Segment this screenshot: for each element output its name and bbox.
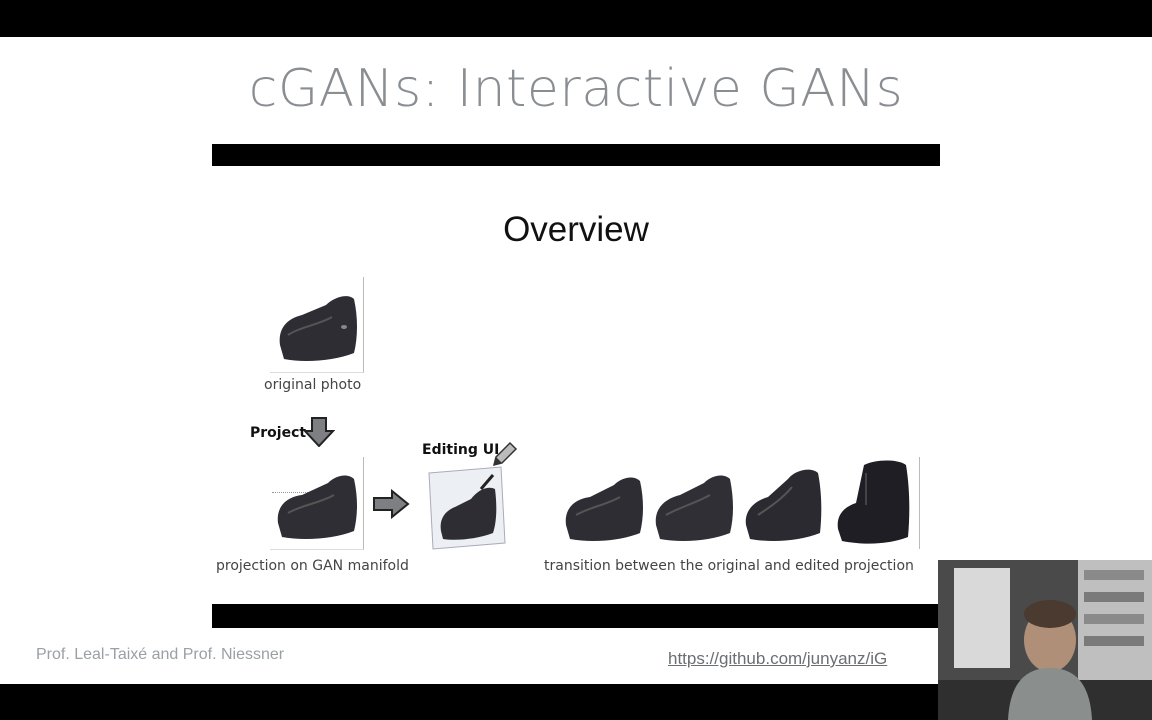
footer-author: Prof. Leal-Taixé and Prof. Niessner [36,646,285,663]
project-label: Project [250,425,307,441]
transition-shoe-4 [837,460,910,544]
transition-frame [558,457,920,549]
projected-shoe-image [277,475,357,539]
projection-frame [270,457,364,550]
original-photo-label: original photo [264,377,362,393]
bottom-black-bar [212,604,940,628]
arrow-right-icon [373,489,410,519]
webcam-feed-image [938,560,1152,720]
transition-label: transition between the original and edit… [544,558,914,574]
slide: cGANs: Interactive GANs Overview origina… [0,37,1152,684]
projection-label: projection on GAN manifold [216,558,409,574]
original-shoe-image [279,296,357,361]
arrow-down-icon [303,417,335,447]
transition-shoe-3 [745,469,822,541]
top-black-bar [212,144,940,166]
overview-heading: Overview [503,210,649,249]
transition-shoe-1 [565,477,643,541]
editing-ui-label: Editing UI [422,442,500,458]
slide-title: cGANs: Interactive GANs [248,59,904,119]
pencil-icon [492,441,518,467]
webcam-video [938,560,1152,720]
editing-canvas [428,466,506,550]
original-photo-frame [270,277,364,373]
footer-github-link[interactable]: https://github.com/junyanz/iG [668,649,888,668]
divider-line [272,492,342,493]
transition-shoe-2 [655,475,733,541]
